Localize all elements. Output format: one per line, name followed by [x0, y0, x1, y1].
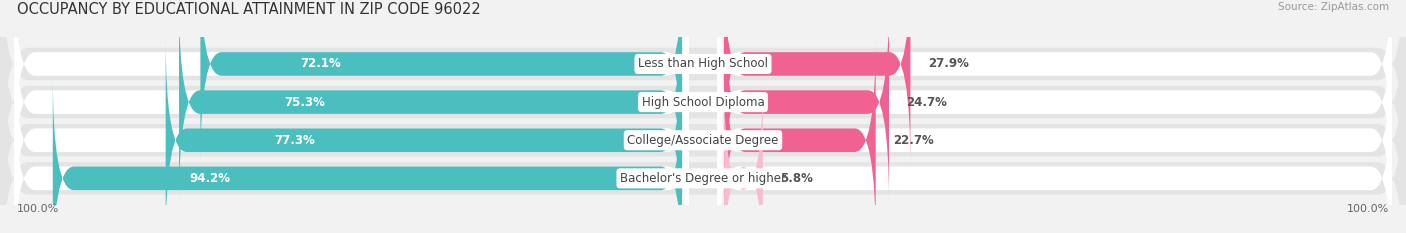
FancyBboxPatch shape: [724, 38, 876, 233]
FancyBboxPatch shape: [0, 0, 1406, 200]
FancyBboxPatch shape: [14, 0, 689, 167]
FancyBboxPatch shape: [717, 76, 1392, 233]
FancyBboxPatch shape: [14, 76, 689, 233]
FancyBboxPatch shape: [724, 0, 889, 205]
Text: High School Diploma: High School Diploma: [641, 96, 765, 109]
FancyBboxPatch shape: [717, 38, 1392, 233]
FancyBboxPatch shape: [166, 38, 682, 233]
Text: 5.8%: 5.8%: [780, 172, 813, 185]
Text: Less than High School: Less than High School: [638, 58, 768, 70]
FancyBboxPatch shape: [179, 0, 682, 205]
Text: Bachelor's Degree or higher: Bachelor's Degree or higher: [620, 172, 786, 185]
FancyBboxPatch shape: [53, 76, 682, 233]
FancyBboxPatch shape: [724, 0, 911, 167]
FancyBboxPatch shape: [201, 0, 682, 167]
FancyBboxPatch shape: [717, 0, 1392, 205]
Text: OCCUPANCY BY EDUCATIONAL ATTAINMENT IN ZIP CODE 96022: OCCUPANCY BY EDUCATIONAL ATTAINMENT IN Z…: [17, 2, 481, 17]
FancyBboxPatch shape: [717, 0, 1392, 167]
Text: College/Associate Degree: College/Associate Degree: [627, 134, 779, 147]
FancyBboxPatch shape: [724, 76, 763, 233]
Text: 94.2%: 94.2%: [190, 172, 231, 185]
Text: 27.9%: 27.9%: [928, 58, 969, 70]
Text: 24.7%: 24.7%: [907, 96, 948, 109]
Text: 72.1%: 72.1%: [301, 58, 342, 70]
Text: 100.0%: 100.0%: [1347, 204, 1389, 214]
FancyBboxPatch shape: [14, 38, 689, 233]
Text: 77.3%: 77.3%: [274, 134, 315, 147]
Text: 75.3%: 75.3%: [284, 96, 325, 109]
Text: 22.7%: 22.7%: [893, 134, 934, 147]
Text: Source: ZipAtlas.com: Source: ZipAtlas.com: [1278, 2, 1389, 12]
FancyBboxPatch shape: [0, 42, 1406, 233]
FancyBboxPatch shape: [14, 0, 689, 205]
FancyBboxPatch shape: [0, 4, 1406, 233]
Text: 100.0%: 100.0%: [17, 204, 59, 214]
